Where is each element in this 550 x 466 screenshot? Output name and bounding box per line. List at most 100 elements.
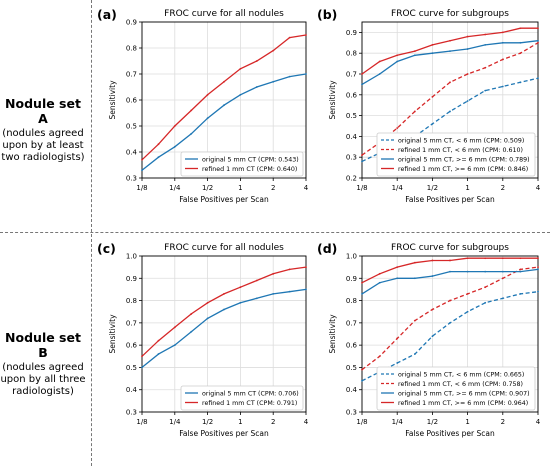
data-point [501, 257, 504, 260]
x-tick-label: 1 [238, 184, 242, 192]
data-point [190, 109, 193, 112]
data-point [223, 104, 225, 107]
y-tick-label: 0.4 [126, 386, 138, 394]
data-point [396, 127, 399, 129]
data-point [431, 259, 434, 262]
data-point [288, 75, 291, 78]
data-point [272, 272, 275, 275]
legend-label: original 5 mm CT, < 6 mm (CPM: 0.509) [398, 137, 524, 144]
x-axis-label: False Positives per Scan [179, 429, 269, 438]
row-desc-line: (nodules agreed [2, 362, 84, 373]
data-point [378, 60, 381, 63]
data-point [519, 292, 522, 295]
data-point [449, 39, 451, 42]
x-tick-label: 1/2 [427, 418, 438, 426]
chart-title: FROC curve for subgroups [391, 243, 509, 253]
y-tick-label: 0.8 [126, 297, 137, 305]
x-tick-label: 1/8 [356, 184, 367, 192]
data-point [272, 80, 275, 83]
data-point [431, 95, 434, 98]
data-point [396, 277, 399, 280]
y-tick-label: 1.0 [346, 253, 357, 261]
data-point [305, 266, 307, 269]
x-tick-label: 4 [304, 418, 309, 426]
data-point [173, 344, 176, 347]
row-desc-line: upon by all three [0, 374, 86, 385]
data-point [484, 43, 487, 46]
row-label-set-a: Nodule set A (nodules agreed upon by at … [0, 96, 86, 164]
data-point [484, 270, 487, 273]
x-tick-label: 1/2 [202, 418, 213, 426]
data-point [519, 41, 522, 44]
y-tick-label: 0.9 [126, 19, 137, 27]
legend-box [376, 366, 536, 411]
x-axis-label: False Positives per Scan [179, 195, 269, 204]
data-point [537, 77, 539, 80]
y-tick-label: 0.5 [126, 364, 137, 372]
panel-label: (d) [317, 241, 337, 256]
data-point [396, 54, 399, 57]
legend-label: refined 1 mm CT, >= 6 mm (CPM: 0.846) [398, 166, 528, 173]
plot-frame [361, 255, 539, 413]
data-point [255, 86, 258, 88]
data-point [378, 281, 381, 284]
data-point [484, 301, 487, 304]
x-tick-label: 1/2 [202, 184, 213, 192]
legend-label: original 5 mm CT, >= 6 mm (CPM: 0.907) [398, 390, 530, 397]
data-point [288, 290, 291, 293]
y-tick-label: 0.8 [346, 50, 357, 58]
row-title: Nodule set B [5, 330, 81, 360]
data-point [501, 277, 504, 280]
data-point [519, 81, 522, 84]
data-point [361, 368, 363, 371]
data-point [484, 33, 487, 36]
row-desc-line: two radiologists) [1, 152, 85, 163]
data-point [305, 288, 307, 291]
y-tick-label: 0.8 [126, 45, 137, 53]
row-desc-line: radiologists) [12, 386, 74, 397]
data-point [413, 261, 416, 264]
data-point [466, 257, 469, 260]
data-point [466, 35, 469, 38]
x-tick-label: 1/8 [136, 184, 147, 192]
data-point [413, 319, 416, 322]
y-axis-label: Sensitivity [328, 314, 337, 354]
data-point [537, 41, 539, 44]
x-tick-label: 4 [536, 418, 541, 426]
x-tick-label: 1 [238, 418, 242, 426]
x-tick-label: 1/4 [169, 184, 181, 192]
plot-frame [361, 21, 539, 179]
legend-label: refined 1 mm CT (CPM: 0.791) [202, 400, 297, 407]
chart-title: FROC curve for all nodules [164, 243, 284, 253]
data-point [501, 270, 504, 273]
legend-label: original 5 mm CT (CPM: 0.543) [202, 156, 299, 163]
data-point [396, 266, 399, 269]
data-point [223, 308, 225, 311]
data-point [239, 301, 242, 304]
legend-label: original 5 mm CT (CPM: 0.706) [202, 390, 299, 397]
data-point [431, 275, 434, 277]
series-line [361, 266, 539, 371]
x-axis-label: False Positives per Scan [405, 195, 495, 204]
data-point [361, 292, 363, 295]
horizontal-divider [0, 232, 550, 233]
y-tick-label: 0.9 [346, 29, 357, 37]
y-tick-label: 0.4 [126, 149, 138, 157]
y-tick-label: 0.7 [346, 71, 357, 79]
legend-box [180, 151, 304, 177]
data-point [255, 60, 258, 62]
data-point [431, 52, 434, 55]
data-point [239, 67, 242, 70]
y-axis-label: Sensitivity [108, 80, 117, 120]
y-tick-label: 0.5 [126, 123, 137, 131]
x-tick-label: 1/4 [392, 184, 404, 192]
data-point [501, 85, 504, 88]
data-point [206, 117, 209, 120]
data-point [157, 353, 160, 355]
y-tick-label: 0.5 [346, 112, 357, 120]
series-line [141, 266, 307, 357]
data-point [537, 290, 539, 293]
legend-label: refined 1 mm CT, < 6 mm (CPM: 0.610) [398, 147, 523, 154]
series-line [361, 268, 539, 295]
data-point [361, 73, 363, 75]
